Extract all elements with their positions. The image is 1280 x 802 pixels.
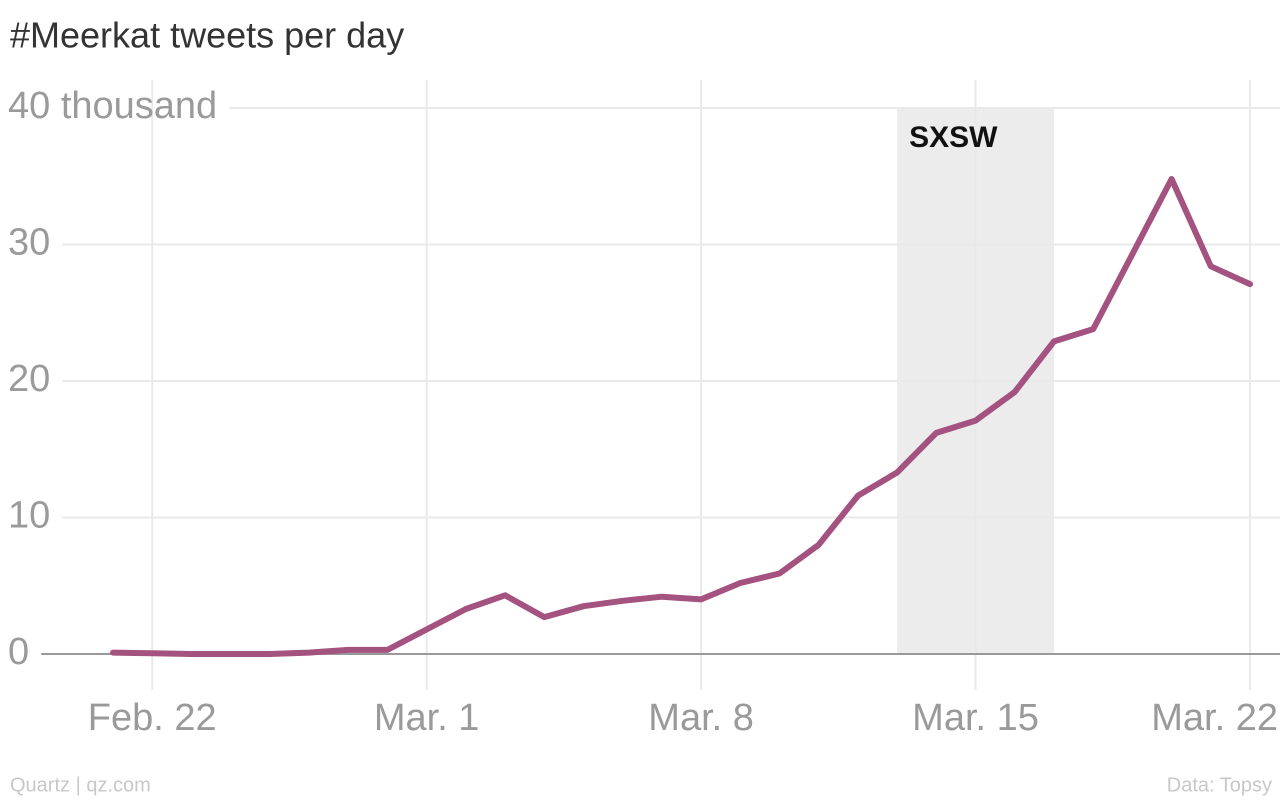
chart-title: #Meerkat tweets per day bbox=[10, 15, 404, 56]
x-tick-label: Mar. 1 bbox=[374, 697, 480, 739]
x-tick-label: Mar. 22 bbox=[1151, 697, 1278, 739]
y-tick-label: 20 bbox=[8, 358, 50, 400]
x-tick-label: Mar. 15 bbox=[912, 697, 1039, 739]
y-tick-label: 0 bbox=[8, 631, 29, 673]
data-line bbox=[110, 176, 1253, 657]
source-left: Quartz | qz.com bbox=[10, 774, 151, 796]
source-right: Data: Topsy bbox=[1167, 774, 1272, 796]
y-tick-label: 40 thousand bbox=[8, 85, 217, 127]
y-tick-label: 10 bbox=[8, 495, 50, 537]
grid-layer bbox=[41, 80, 1280, 690]
y-tick-label: 30 bbox=[8, 222, 50, 264]
x-tick-label: Feb. 22 bbox=[88, 697, 217, 739]
annotation-label: SXSW bbox=[909, 121, 998, 154]
x-tick-label: Mar. 8 bbox=[648, 697, 754, 739]
